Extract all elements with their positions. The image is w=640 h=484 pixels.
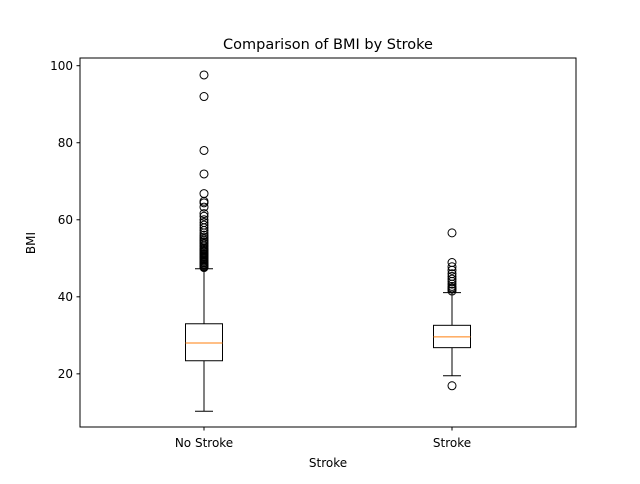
outlier-point [199, 215, 209, 225]
outlier-point [199, 220, 209, 230]
outlier-point [447, 228, 457, 238]
y-tick-label: 80 [58, 136, 73, 150]
outlier-point [199, 211, 209, 221]
iqr-box [185, 323, 223, 362]
box-group [433, 228, 471, 391]
y-tick-label: 40 [58, 290, 73, 304]
plot-frame [79, 57, 577, 428]
y-tick-label: 20 [58, 367, 73, 381]
outlier-point [199, 169, 209, 179]
outlier-point [199, 189, 209, 199]
outlier-point [447, 281, 457, 291]
outlier-point [199, 230, 209, 240]
box-group [185, 70, 223, 412]
outlier-point [199, 145, 209, 155]
outlier-point [199, 217, 209, 227]
outlier-point [447, 262, 457, 272]
outlier-point [447, 381, 457, 391]
outlier-point [447, 258, 457, 268]
outlier-point [447, 274, 457, 284]
plot-marks [185, 70, 471, 412]
x-tick-label: Stroke [433, 436, 471, 450]
y-tick-label: 60 [58, 213, 73, 227]
x-tick-label: No Stroke [175, 436, 233, 450]
outlier-point [199, 202, 209, 212]
y-tick-label: 100 [50, 59, 73, 73]
outlier-point [199, 92, 209, 102]
chart-title: Comparison of BMI by Stroke [223, 37, 433, 53]
y-axis-label: BMI [24, 232, 38, 254]
outlier-point [199, 70, 209, 80]
y-axis-ticks: 20 40 60 80 100 [50, 59, 80, 381]
outlier-point [199, 209, 209, 219]
outlier-point [447, 271, 457, 281]
outlier-point [447, 269, 457, 279]
x-axis-label: Stroke [309, 456, 347, 470]
x-axis-ticks: No Stroke Stroke [175, 427, 471, 450]
